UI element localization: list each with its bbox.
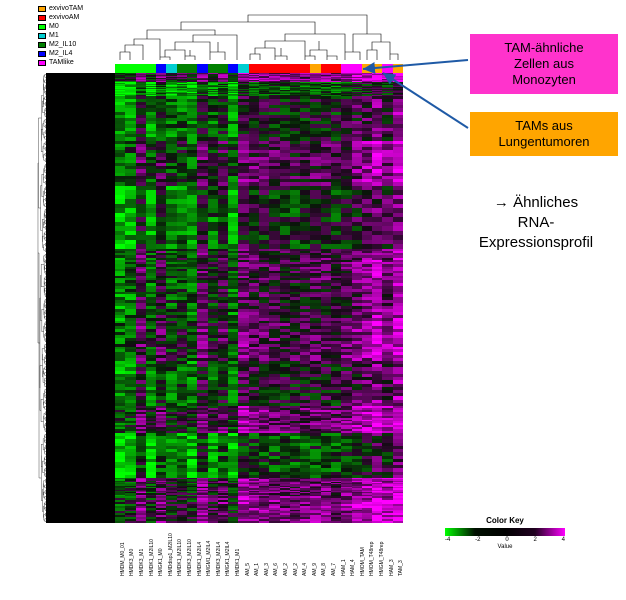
x-tick-label: AM_4 [302, 563, 308, 576]
legend-row: TAMlike [38, 58, 83, 67]
callout-line: TAM-ähnliche [480, 40, 608, 56]
x-tick-label: HMGK1_M2IL4 [225, 542, 231, 576]
legend-row: M2_IL4 [38, 49, 83, 58]
legend-label: TAMlike [49, 58, 74, 67]
tick-label: 4 [562, 537, 565, 543]
x-tick-label: HAM_4 [350, 559, 356, 576]
x-tick-label: HMDM_M0_01 [120, 542, 126, 576]
legend-row: M0 [38, 22, 83, 31]
color-key: Color Key -4 -2 0 2 4 Value [445, 516, 565, 550]
callout-line: TAMs aus [480, 118, 608, 134]
legend-label: exvivoAM [49, 13, 79, 22]
legend-label: M0 [49, 22, 59, 31]
legend-swatch [38, 15, 46, 21]
legend-swatch [38, 42, 46, 48]
legend-swatch [38, 33, 46, 39]
legend-swatch [38, 60, 46, 66]
heatmap [46, 73, 403, 523]
x-tick-label: AM_2 [293, 563, 299, 576]
conclusion-line: RNA- [518, 214, 555, 231]
tick-label: 2 [533, 537, 536, 543]
legend-swatch [38, 51, 46, 57]
x-tick-label: TAM_3 [398, 560, 404, 576]
legend-label: M2_IL4 [49, 49, 72, 58]
x-tick-label: HMGM1_M2IL4 [206, 541, 212, 576]
x-tick-label: HMDK1_M2IL10 [149, 539, 155, 576]
color-key-axis-label: Value [445, 544, 565, 550]
conclusion-line: Ähnliches [513, 194, 578, 211]
legend: exvivoTAM exvivoAM M0 M1 M2_IL10 M2_IL4 … [38, 4, 83, 67]
tick-label: -4 [445, 537, 450, 543]
x-tick-label: AM_6 [273, 563, 279, 576]
legend-row: M1 [38, 31, 83, 40]
tick-label: -2 [475, 537, 480, 543]
x-tick-label: HMDK3_M2IL10 [187, 539, 193, 576]
callout-line: Monozyten [480, 72, 608, 88]
callout-tam-lung: TAMs aus Lungentumoren [470, 112, 618, 156]
x-tick-label: HMDK1_M2IL4 [197, 542, 203, 576]
color-key-ticks: -4 -2 0 2 4 [445, 537, 565, 543]
column-colorbar [115, 64, 403, 73]
x-tick-label: HAM_3 [389, 559, 395, 576]
legend-row: exvivoTAM [38, 4, 83, 13]
legend-swatch [38, 6, 46, 12]
color-key-title: Color Key [445, 516, 565, 525]
x-tick-label: HMDdisp1_M2IL10 [168, 533, 174, 576]
color-key-gradient [445, 528, 565, 536]
x-tick-label: HMDK3_M1 [139, 549, 145, 576]
arrow-icon: → [494, 194, 509, 211]
x-tick-label: AM_9 [312, 563, 318, 576]
callout-line: Zellen aus [480, 56, 608, 72]
x-tick-label: HMDK1_M1 [235, 549, 241, 576]
tick-label: 0 [505, 537, 508, 543]
x-tick-label: HMOM_TAM [360, 547, 366, 576]
x-tick-label: AM_8 [321, 563, 327, 576]
x-tick-label: HMGM_T48rep [379, 542, 385, 576]
x-tick-label: AM_5 [245, 563, 251, 576]
x-tick-label: HMDK3_M0 [129, 549, 135, 576]
x-tick-label: HMDK3_M2IL4 [216, 542, 222, 576]
x-tick-label: AM_2 [283, 563, 289, 576]
x-tick-label: HMOM_T48rep [369, 542, 375, 576]
legend-swatch [38, 24, 46, 30]
column-dendrogram [115, 12, 403, 64]
callout-tamlike: TAM-ähnliche Zellen aus Monozyten [470, 34, 618, 94]
row-dendrogram [4, 73, 46, 523]
legend-label: exvivoTAM [49, 4, 83, 13]
x-axis-labels: HMDM_M0_01HMDK3_M0HMDK3_M1HMDK1_M2IL10HM… [115, 524, 403, 584]
x-tick-label: AM_1 [254, 563, 260, 576]
x-tick-label: HMGK1_M0 [158, 548, 164, 576]
legend-row: exvivoAM [38, 13, 83, 22]
conclusion-text: → Ähnliches RNA- Expressionsprofil [448, 193, 624, 253]
legend-label: M1 [49, 31, 59, 40]
legend-row: M2_IL10 [38, 40, 83, 49]
conclusion-line: Expressionsprofil [479, 234, 593, 251]
x-tick-label: AM_3 [264, 563, 270, 576]
x-tick-label: HMDK1_M2IL10 [177, 539, 183, 576]
legend-label: M2_IL10 [49, 40, 76, 49]
callout-line: Lungentumoren [480, 134, 608, 150]
x-tick-label: HAM_1 [341, 559, 347, 576]
x-tick-label: AM_7 [331, 563, 337, 576]
